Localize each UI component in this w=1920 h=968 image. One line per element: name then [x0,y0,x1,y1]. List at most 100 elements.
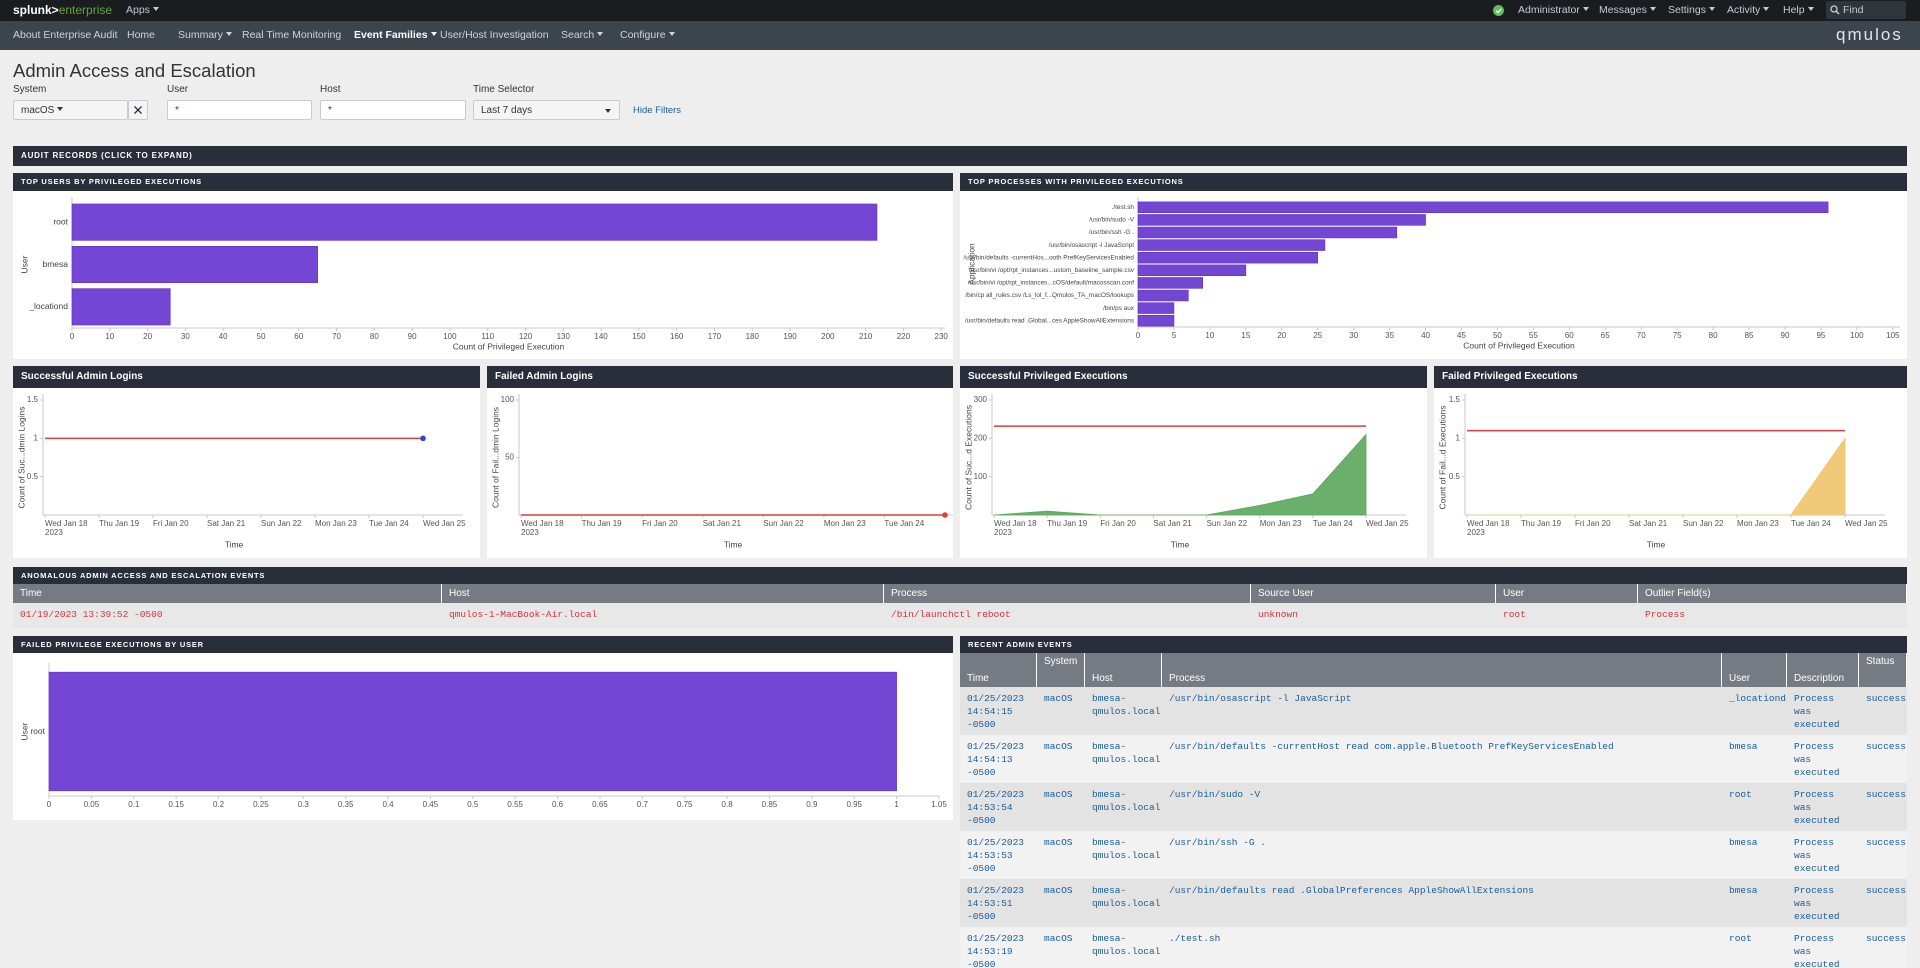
column-header[interactable]: System [1037,653,1085,687]
time-select[interactable]: Last 7 days [473,100,620,120]
app-nav-item[interactable]: Real Time Monitoring [242,29,342,41]
x-tick-label: Wed Jan 25 [423,519,466,528]
table: Time System Host Process User Description Stat… [960,653,1907,968]
panel-title: ANOMALOUS ADMIN ACCESS AND ESCALATION EV… [13,567,1907,584]
column-header[interactable]: User [1722,653,1787,687]
y-tick-label: 100 [974,472,988,481]
menu-item[interactable]: Activity [1727,4,1769,16]
chart-area: 50 100 Wed Jan 18 Thu Jan 19 Fri Jan 20 Sat J… [487,388,953,558]
column-header[interactable]: User [1496,584,1638,603]
y-axis-title: Application [966,243,976,285]
panel-title: Failed Privileged Executions [1434,366,1907,388]
menu-item[interactable]: Messages [1599,4,1656,16]
panel: RECENT ADMIN EVENTS Time System Host Proces… [960,636,1907,968]
y-tick-label: root [53,216,68,226]
filter-label: System [13,84,47,95]
x-tick-label: Sat Jan 21 [703,519,742,528]
system-select[interactable]: macOS [13,100,128,120]
app-nav-item[interactable]: Search [561,29,603,41]
column-header[interactable]: Host [442,584,884,603]
x-tick-label: 170 [708,332,722,341]
y-tick-label: 100 [501,395,515,404]
table-cell: bmesa-qmulos.local [1092,885,1161,909]
menu-item[interactable]: Settings [1668,4,1715,16]
x-tick-label: 105 [1886,331,1900,340]
y-tick-label: 50 [505,453,514,462]
panel-title: FAILED PRIVILEGE EXECUTIONS BY USER [13,636,953,653]
x-tick-label: Wed Jan 18 [521,519,564,528]
app-nav-item[interactable]: Home [127,29,156,41]
x-tick-label: Wed Jan 18 [45,519,88,528]
host-input[interactable]: * [320,100,466,120]
x-tick-label: 45 [1457,331,1466,340]
audit-records-bar[interactable]: AUDIT RECORDS (CLICK TO EXPAND) [13,146,1907,166]
table-row [960,687,1907,735]
app-nav-item[interactable]: Event Families [354,29,437,41]
table-cell: success [1866,933,1906,944]
app-nav-item[interactable]: About Enterprise Audit [13,29,118,41]
y-tick-label: 200 [974,433,988,442]
x-tick-label: 90 [408,332,417,341]
bar [1137,251,1319,264]
column-header[interactable]: Time [960,653,1037,687]
search-icon [1830,5,1840,15]
clear-icon [134,106,142,114]
x-tick-label: 0.25 [253,800,269,809]
x-tick-label: 150 [632,332,646,341]
x-tick-label: Thu Jan 19 [1047,519,1088,528]
column-header[interactable]: Time [13,584,442,603]
chart: 0 5 10 15 20 25 30 35 40 45 50 55 60 65 70 75 80 85 90 95 10… [963,197,1900,350]
x-tick-label: 60 [1565,331,1574,340]
end-marker [942,512,948,518]
table-cell: unknown [1258,609,1298,620]
brand-logo: qmulos [1836,25,1903,44]
table-cell: /usr/bin/defaults read .GlobalPreference… [1169,885,1534,896]
y-tick-label: /bin/ps aux [1103,305,1135,312]
x-tick-label: 25 [1313,331,1322,340]
column-header[interactable]: Process [884,584,1251,603]
column-header[interactable]: Description [1787,653,1859,687]
x-tick-label: Tue Jan 24 [1791,519,1831,528]
app-nav-item[interactable]: User/Host Investigation [440,29,549,41]
x-tick-label: 50 [1493,331,1502,340]
find-box[interactable]: Find [1826,1,1906,19]
x-tick-label: 65 [1601,331,1610,340]
x-tick-label: 0.3 [298,800,310,809]
y-tick-label: /usr/bin/defaults read .Global...ces App… [965,317,1134,324]
bar [1137,201,1829,214]
panel-title: RECENT ADMIN EVENTS [960,636,1907,653]
bar [1137,264,1247,277]
table-cell: /bin/launchctl reboot [891,609,1011,620]
hide-filters-link[interactable]: Hide Filters [633,105,682,116]
clear-button[interactable] [128,100,148,120]
app-nav-item[interactable]: Configure [620,29,675,41]
chart-area: 0 10 20 30 40 50 60 70 80 90 100 110 120 130 140 150 160… [13,191,953,359]
x-tick-label: 160 [670,332,684,341]
bar [71,288,171,326]
apps-menu[interactable]: Apps [126,4,159,16]
x-tick-label: 220 [897,332,911,341]
y-axis-title: Count of Suc...dmin Logins [16,406,26,508]
user-input[interactable]: * [167,100,312,120]
chart: 100 200 300 Wed Jan 18 Thu Jan 19 Fri Jan 20 S… [963,394,1409,549]
bar [71,203,878,241]
column-header[interactable]: Host [1085,653,1162,687]
table-cell: Process was executed [1794,693,1840,730]
app-nav-item[interactable]: Summary [178,29,232,41]
x-tick-label: 10 [105,332,114,341]
x-tick-label: 85 [1745,331,1754,340]
bar [1137,226,1398,239]
column-header[interactable]: Source User [1251,584,1496,603]
x-axis-title: Count of Privileged Execution [1463,340,1575,350]
column-header[interactable]: Process [1162,653,1722,687]
x-tick-label: 0.85 [762,800,778,809]
column-header[interactable]: Outlier Field(s) [1638,584,1907,603]
column-header[interactable]: Status [1859,653,1907,687]
menu-item[interactable]: Administrator [1518,4,1589,16]
filter-label: User [167,84,189,95]
y-tick-label: 1 [1456,433,1461,442]
x-tick-label: 130 [557,332,571,341]
x-tick-label: 1 [894,800,899,809]
menu-item[interactable]: Help [1783,4,1814,16]
